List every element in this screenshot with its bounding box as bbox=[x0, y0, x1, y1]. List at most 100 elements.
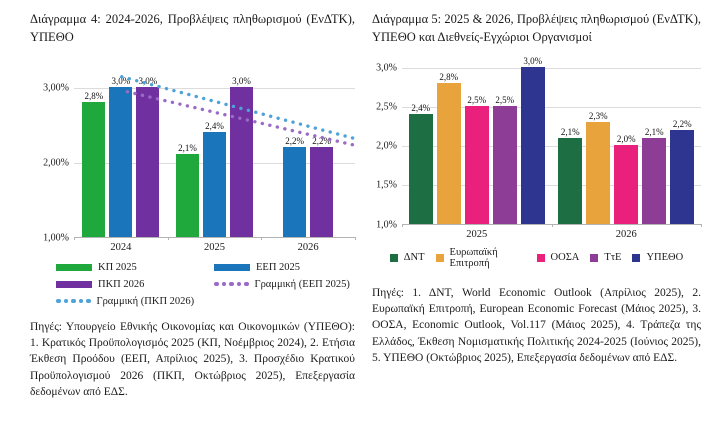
bar-ΠΚΠ 2026-2026: 2,2% bbox=[310, 136, 334, 237]
legend-label: ΕΕΠ 2025 bbox=[256, 261, 301, 273]
chart5-plot-wrap: 2,4% 2,8% 2,5% 2,5% 3,0% 2,1% 2,3% 2,0% 2,1% 2,2%… bbox=[402, 56, 702, 240]
category-group-2026: 2,2% 2,2% bbox=[261, 73, 355, 237]
gridline bbox=[402, 68, 701, 70]
x-axis-label: 2026 bbox=[615, 228, 637, 240]
y-axis-tick-label: 2,5% bbox=[376, 101, 397, 113]
chart4-title: Διάγραμμα 4: 2024-2026, Προβλέψεις πληθω… bbox=[30, 12, 355, 44]
legend-item: Γραμμική (ΠΚΠ 2026) bbox=[56, 296, 206, 307]
x-axis-tick bbox=[402, 223, 403, 227]
chart5: 3,0% 2,5% 2,0% 1,5% 1,0% 2,4% 2,8% 2,5% 2,5% 3,0… bbox=[372, 56, 702, 269]
chart4-plot-area: 2,8% 3,0% 3,0% 2,1% 2,4% 3,0% 2,2% 2,2% bbox=[74, 73, 356, 240]
bar-value-label: 2,1% bbox=[644, 126, 664, 137]
legend-item: ΟΟΣΑ bbox=[536, 252, 580, 263]
bar-ΔΝΤ-2025: 2,4% bbox=[408, 103, 433, 224]
category-group-2024: 2,8% 3,0% 3,0% bbox=[74, 73, 168, 237]
chart5-plot-area: 2,4% 2,8% 2,5% 2,5% 3,0% 2,1% 2,3% 2,0% 2,1% 2,2% bbox=[402, 56, 702, 227]
legend-dot bbox=[71, 298, 76, 304]
bar-groups: 2,8% 3,0% 3,0% 2,1% 2,4% 3,0% 2,2% 2,2% bbox=[74, 73, 355, 237]
bar-ΕΕΠ 2025-2024: 3,0% bbox=[109, 76, 133, 237]
legend-dot bbox=[86, 298, 91, 304]
bar-ΚΠ 2025-2025: 2,1% bbox=[176, 143, 199, 237]
bar-ΤτΕ-2025: 2,5% bbox=[492, 95, 517, 224]
bar-ΕΕΠ 2025-2025: 2,4% bbox=[203, 121, 226, 237]
bar-ΕΕΠ 2025-2026: 2,2% bbox=[283, 136, 307, 237]
x-axis-tick bbox=[355, 236, 356, 240]
legend-dot bbox=[236, 281, 241, 287]
chart4-plot-wrap: 2,8% 3,0% 3,0% 2,1% 2,4% 3,0% 2,2% 2,2% 2024 202… bbox=[74, 73, 356, 253]
legend-item: Γραμμική (ΕΕΠ 2025) bbox=[214, 279, 355, 290]
left-panel: Διάγραμμα 4: 2024-2026, Προβλέψεις πληθω… bbox=[30, 11, 356, 435]
x-axis-tick bbox=[701, 223, 702, 227]
legend-dot bbox=[244, 281, 249, 287]
bar-Ευρωπαϊκή Επιτροπή-2026: 2,3% bbox=[586, 111, 611, 224]
gridline bbox=[402, 185, 701, 187]
bar-value-label: 3,0% bbox=[111, 75, 131, 86]
bar-value-label: 3,0% bbox=[523, 56, 543, 67]
x-axis-tick bbox=[74, 236, 75, 240]
x-axis-tick bbox=[261, 236, 263, 240]
legend-label: ΥΠΕΘΟ bbox=[646, 252, 684, 263]
bar-ΟΟΣΑ-2026: 2,0% bbox=[614, 134, 639, 224]
legend-item: ΕΕΠ 2025 bbox=[214, 262, 355, 273]
legend-item: ΤτΕ bbox=[590, 252, 621, 263]
bar-value-label: 2,4% bbox=[205, 120, 224, 131]
category-group-2025: 2,1% 2,4% 3,0% bbox=[168, 73, 262, 237]
bar-value-label: 2,8% bbox=[439, 72, 459, 83]
bar-value-label: 2,0% bbox=[616, 134, 636, 145]
x-axis-tick bbox=[551, 223, 553, 227]
legend-label: ΔΝΤ bbox=[403, 252, 425, 263]
legend-dot bbox=[63, 298, 68, 304]
category-group-2025: 2,4% 2,8% 2,5% 2,5% 3,0% bbox=[402, 56, 552, 224]
bar-value-label: 2,2% bbox=[672, 118, 692, 129]
bar-ΚΠ 2025-2024: 2,8% bbox=[82, 91, 106, 237]
y-axis-tick-label: 1,5% bbox=[376, 179, 397, 191]
chart5-x-axis: 2025 2026 bbox=[402, 225, 701, 240]
chart5-sources: Πηγές: 1. ΔΝΤ, World Economic Outlook (Α… bbox=[372, 286, 701, 365]
legend-item: ΥΠΕΘΟ bbox=[632, 252, 683, 263]
legend-dot bbox=[56, 298, 61, 304]
chart4-y-axis: 3,00% 2,00% 1,00% bbox=[30, 73, 74, 243]
bar-value-label: 2,3% bbox=[588, 111, 608, 122]
x-axis-label: 2025 bbox=[466, 228, 488, 240]
legend-color-marker bbox=[536, 253, 545, 262]
legend-color-marker bbox=[56, 263, 92, 271]
chart5-y-axis: 3,0% 2,5% 2,0% 1,5% 1,0% bbox=[372, 63, 402, 230]
y-axis-tick-label: 1,00% bbox=[43, 232, 69, 243]
legend-label: ΟΟΣΑ bbox=[550, 252, 580, 263]
chart4-legend: ΚΠ 2025 ΕΕΠ 2025 ΠΚΠ 2026 Γραμμική (ΕΕΠ 202… bbox=[56, 262, 355, 307]
legend-label: ΠΚΠ 2026 bbox=[98, 278, 145, 290]
bar-value-label: 2,8% bbox=[84, 90, 104, 101]
y-axis-tick-label: 3,00% bbox=[43, 82, 69, 93]
legend-dotted-line-marker bbox=[214, 281, 249, 287]
x-axis-label: 2025 bbox=[204, 241, 225, 253]
bar-value-label: 2,5% bbox=[467, 95, 487, 106]
x-axis-label: 2026 bbox=[297, 241, 319, 253]
legend-dot bbox=[214, 281, 219, 287]
chart4-sources: Πηγές: Υπουργείο Εθνικής Οικονομίας και … bbox=[30, 320, 355, 399]
legend-dotted-line-marker bbox=[56, 298, 91, 304]
bar-value-label: 3,0% bbox=[138, 75, 158, 86]
legend-color-marker bbox=[435, 253, 444, 262]
legend-dot bbox=[229, 281, 234, 287]
bar-value-label: 2,5% bbox=[495, 95, 515, 106]
chart4: 3,00% 2,00% 1,00% 2,8% 3,0% 3,0% 2,1% 2,4% 3,0%… bbox=[30, 73, 356, 307]
right-panel: Διάγραμμα 5: 2025 & 2026, Προβλέψεις πλη… bbox=[372, 11, 702, 435]
chart5-area: 3,0% 2,5% 2,0% 1,5% 1,0% 2,4% 2,8% 2,5% 2,5% 3,0… bbox=[372, 56, 702, 240]
bar-ΠΚΠ 2026-2025: 3,0% bbox=[230, 76, 253, 237]
legend-label: ΚΠ 2025 bbox=[98, 261, 137, 273]
legend-color-marker bbox=[590, 253, 599, 262]
legend-color-marker bbox=[214, 263, 250, 271]
bar-value-label: 2,1% bbox=[560, 126, 580, 137]
gridline bbox=[402, 107, 701, 109]
legend-dot bbox=[78, 298, 83, 304]
x-axis-tick bbox=[167, 236, 169, 240]
category-group-2026: 2,1% 2,3% 2,0% 2,1% 2,2% bbox=[552, 65, 702, 224]
y-axis-tick-label: 2,00% bbox=[43, 157, 69, 168]
chart5-legend: ΔΝΤ Ευρωπαϊκή Επιτροπή ΟΟΣΑ ΤτΕ ΥΠΕΘΟ bbox=[372, 247, 701, 269]
legend-label: ΤτΕ bbox=[604, 252, 622, 263]
legend-item: ΔΝΤ bbox=[389, 252, 425, 263]
bar-ΥΠΕΘΟ-2025: 3,0% bbox=[520, 56, 545, 224]
bar-groups: 2,4% 2,8% 2,5% 2,5% 3,0% 2,1% 2,3% 2,0% 2,1% 2,2% bbox=[402, 56, 702, 224]
bar-ΥΠΕΘΟ-2026: 2,2% bbox=[670, 119, 695, 224]
bar-value-label: 2,2% bbox=[285, 135, 305, 146]
